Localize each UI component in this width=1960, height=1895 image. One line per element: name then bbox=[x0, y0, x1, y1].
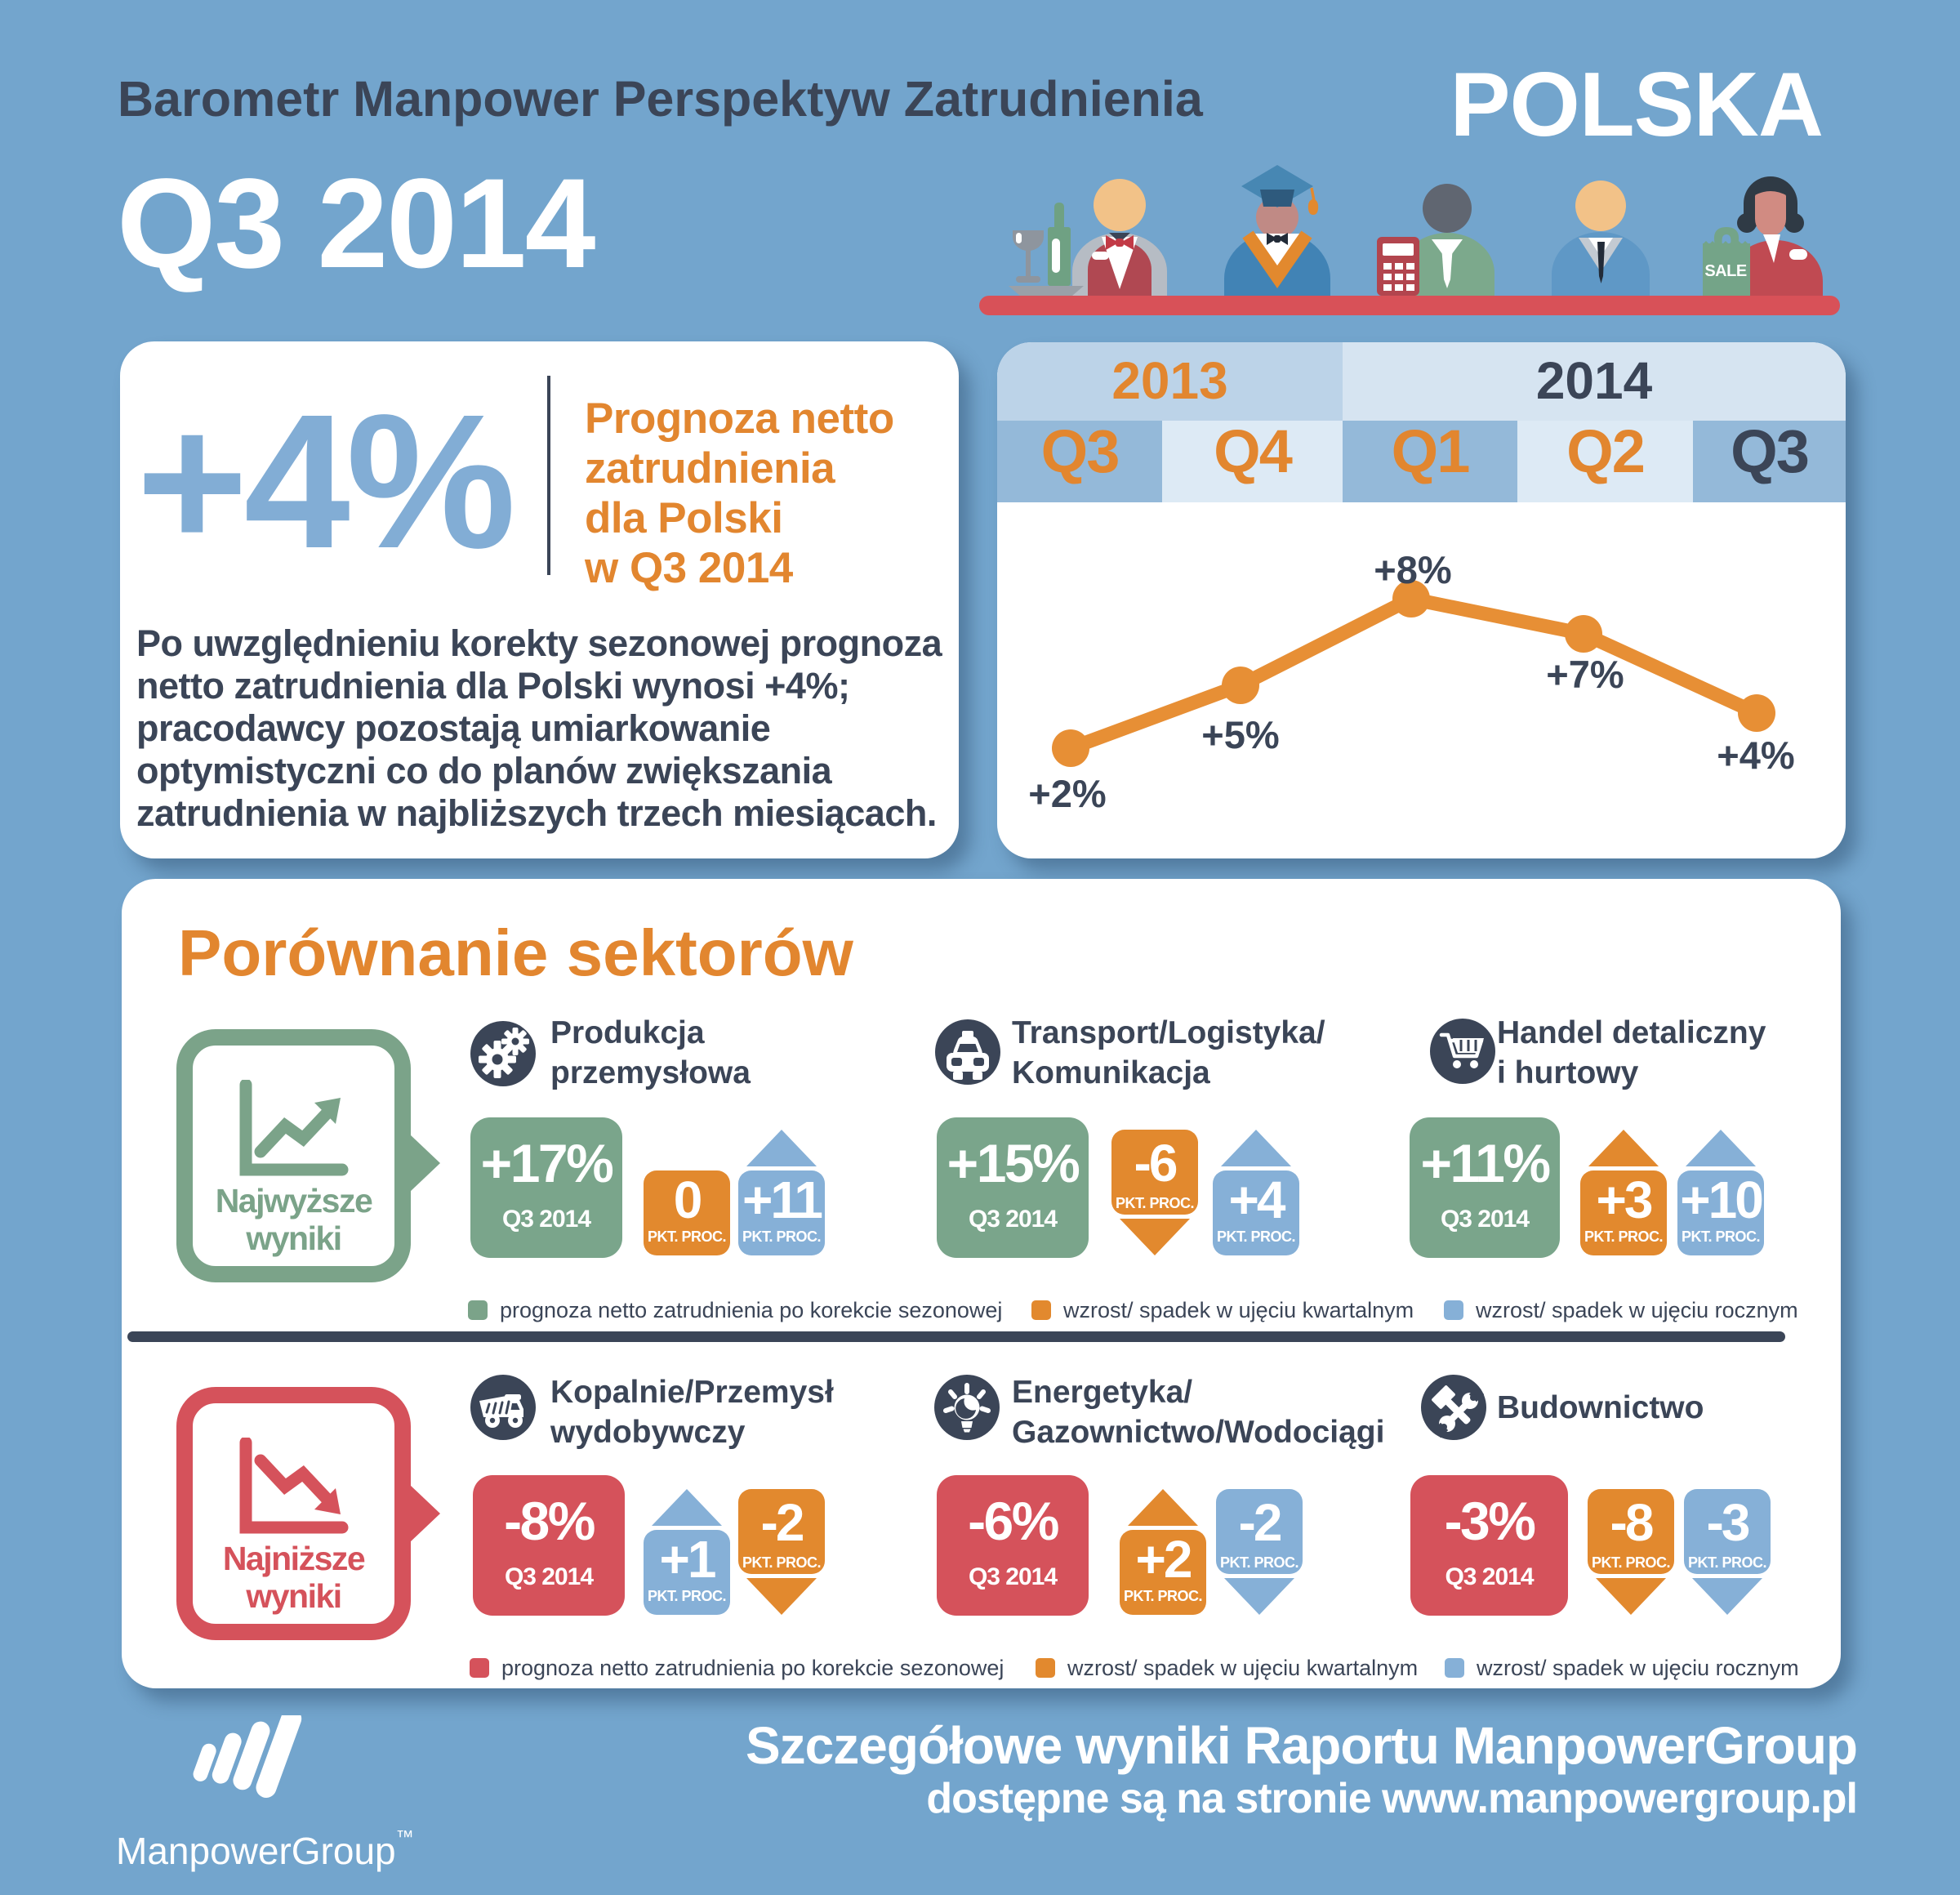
svg-text:+5%: +5% bbox=[1201, 713, 1279, 756]
svg-text:+4%: +4% bbox=[1717, 733, 1794, 777]
svg-text:SALE: SALE bbox=[1704, 262, 1747, 280]
svg-text:+2%: +2% bbox=[1028, 772, 1106, 815]
svg-text:+8%: +8% bbox=[1374, 548, 1451, 591]
svg-text:+7%: +7% bbox=[1546, 653, 1624, 696]
